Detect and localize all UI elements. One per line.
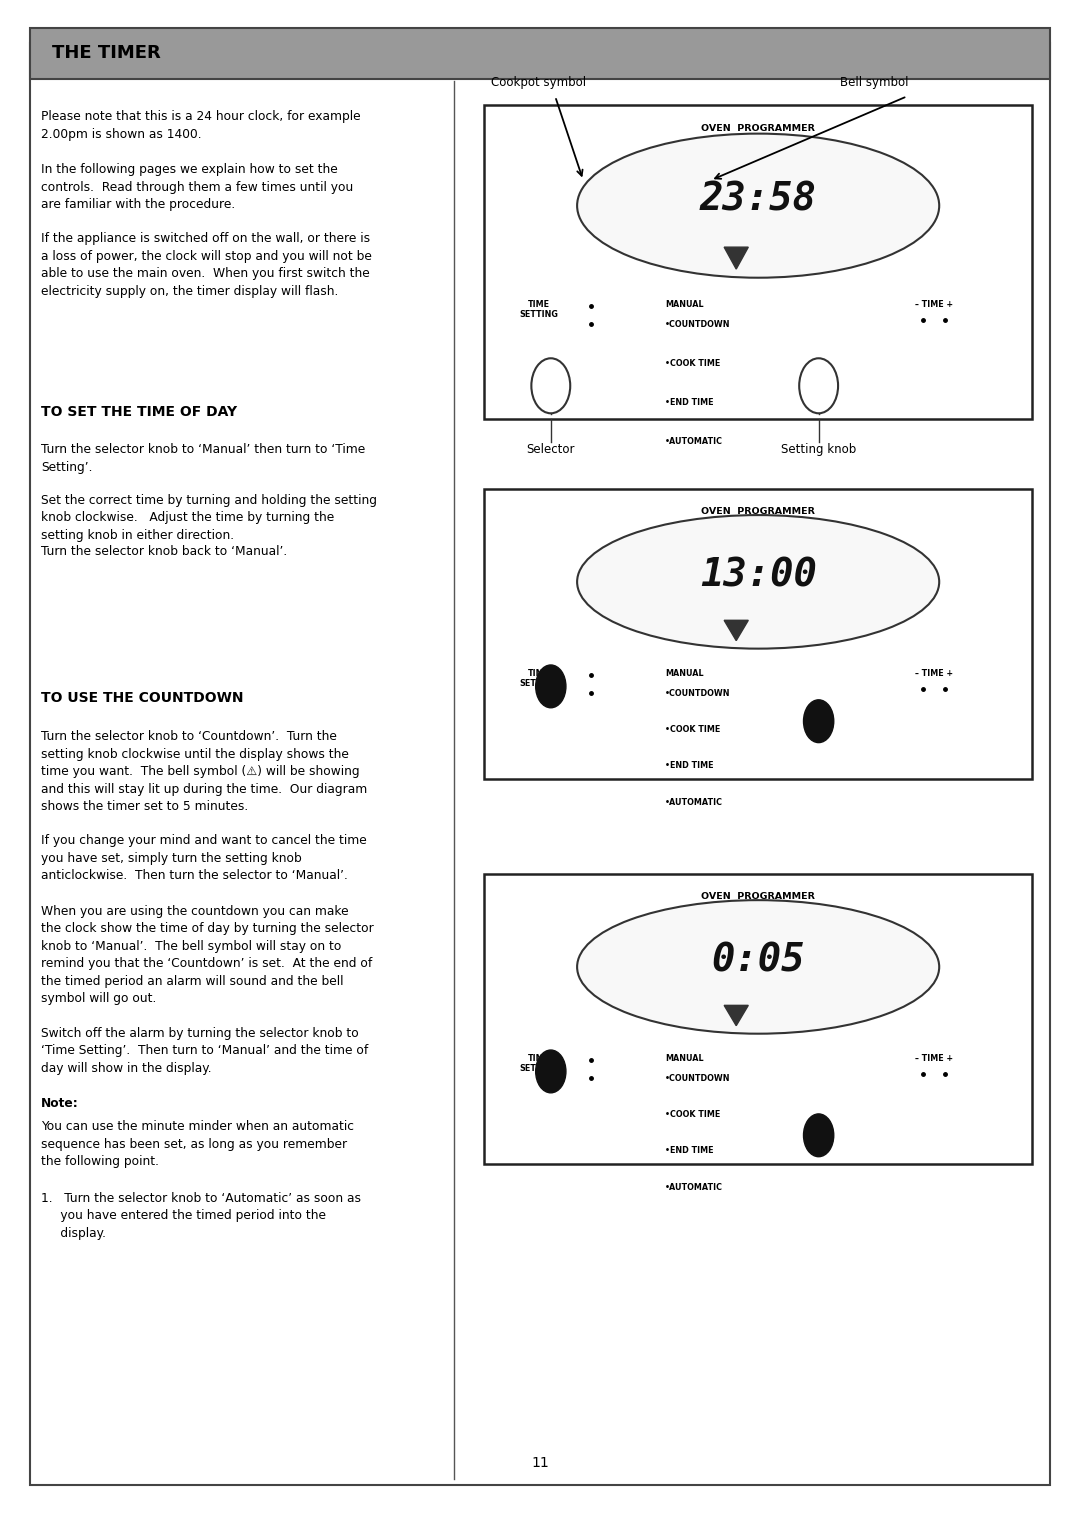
Text: 23:58: 23:58 (700, 180, 816, 219)
Ellipse shape (577, 900, 940, 1033)
Text: Selector: Selector (527, 443, 575, 457)
Text: •END TIME: •END TIME (665, 397, 714, 406)
Text: OVEN  PROGRAMMER: OVEN PROGRAMMER (701, 507, 815, 516)
Text: •AUTOMATIC: •AUTOMATIC (665, 437, 723, 446)
Circle shape (536, 665, 566, 707)
Text: Bell symbol: Bell symbol (840, 75, 908, 89)
Text: If you change your mind and want to cancel the time
you have set, simply turn th: If you change your mind and want to canc… (41, 834, 367, 882)
Text: – TIME +: – TIME + (915, 299, 953, 309)
Text: – TIME +: – TIME + (915, 1054, 953, 1063)
FancyBboxPatch shape (484, 489, 1032, 779)
Text: – TIME +: – TIME + (915, 669, 953, 678)
Text: •COOK TIME: •COOK TIME (665, 359, 720, 368)
Text: If the appliance is switched off on the wall, or there is
a loss of power, the c: If the appliance is switched off on the … (41, 232, 372, 298)
Text: TIME
SETTING: TIME SETTING (519, 669, 558, 688)
Ellipse shape (577, 515, 940, 648)
Text: 1.   Turn the selector knob to ‘Automatic’ as soon as
     you have entered the : 1. Turn the selector knob to ‘Automatic’… (41, 1192, 361, 1239)
Text: •COUNTDOWN: •COUNTDOWN (665, 319, 730, 329)
Polygon shape (725, 1005, 748, 1025)
Circle shape (799, 358, 838, 413)
Text: OVEN  PROGRAMMER: OVEN PROGRAMMER (701, 124, 815, 133)
Text: TIME
SETTING: TIME SETTING (519, 299, 558, 319)
Text: TIME
SETTING: TIME SETTING (519, 1054, 558, 1073)
Text: THE TIMER: THE TIMER (52, 44, 161, 63)
FancyBboxPatch shape (484, 105, 1032, 419)
Text: Turn the selector knob to ‘Manual’ then turn to ‘Time
Setting’.: Turn the selector knob to ‘Manual’ then … (41, 443, 365, 474)
Circle shape (531, 358, 570, 413)
Text: When you are using the countdown you can make
the clock show the time of day by : When you are using the countdown you can… (41, 905, 374, 1005)
Text: •COUNTDOWN: •COUNTDOWN (665, 1074, 730, 1083)
Text: TO SET THE TIME OF DAY: TO SET THE TIME OF DAY (41, 405, 238, 419)
Circle shape (804, 1114, 834, 1157)
FancyBboxPatch shape (484, 874, 1032, 1164)
Text: Setting knob: Setting knob (781, 443, 856, 457)
Text: You can use the minute minder when an automatic
sequence has been set, as long a: You can use the minute minder when an au… (41, 1120, 354, 1167)
Text: Turn the selector knob to ‘Countdown’.  Turn the
setting knob clockwise until th: Turn the selector knob to ‘Countdown’. T… (41, 730, 367, 813)
Circle shape (804, 700, 834, 743)
Text: 11: 11 (531, 1456, 549, 1470)
Text: •COOK TIME: •COOK TIME (665, 1111, 720, 1118)
Text: Note:: Note: (41, 1097, 79, 1111)
Polygon shape (725, 620, 748, 640)
Text: TO USE THE COUNTDOWN: TO USE THE COUNTDOWN (41, 691, 244, 704)
Text: 13:00: 13:00 (700, 556, 816, 594)
Circle shape (536, 1050, 566, 1093)
Ellipse shape (577, 133, 940, 278)
Text: •COOK TIME: •COOK TIME (665, 726, 720, 733)
Text: MANUAL: MANUAL (665, 1054, 703, 1063)
FancyBboxPatch shape (30, 28, 1050, 79)
Text: Turn the selector knob back to ‘Manual’.: Turn the selector knob back to ‘Manual’. (41, 545, 287, 559)
Text: •AUTOMATIC: •AUTOMATIC (665, 798, 723, 807)
Text: In the following pages we explain how to set the
controls.  Read through them a : In the following pages we explain how to… (41, 163, 353, 211)
Text: Set the correct time by turning and holding the setting
knob clockwise.   Adjust: Set the correct time by turning and hold… (41, 494, 377, 541)
Text: •AUTOMATIC: •AUTOMATIC (665, 1183, 723, 1192)
Text: •COUNTDOWN: •COUNTDOWN (665, 689, 730, 698)
Text: Cookpot symbol: Cookpot symbol (491, 75, 586, 89)
Text: Please note that this is a 24 hour clock, for example
2.00pm is shown as 1400.: Please note that this is a 24 hour clock… (41, 110, 361, 141)
Text: •END TIME: •END TIME (665, 1146, 714, 1155)
Text: OVEN  PROGRAMMER: OVEN PROGRAMMER (701, 892, 815, 902)
Text: MANUAL: MANUAL (665, 299, 703, 309)
Text: 0:05: 0:05 (712, 941, 805, 979)
Text: MANUAL: MANUAL (665, 669, 703, 678)
Text: Switch off the alarm by turning the selector knob to
‘Time Setting’.  Then turn : Switch off the alarm by turning the sele… (41, 1027, 368, 1074)
Text: •END TIME: •END TIME (665, 761, 714, 770)
Polygon shape (725, 248, 748, 269)
